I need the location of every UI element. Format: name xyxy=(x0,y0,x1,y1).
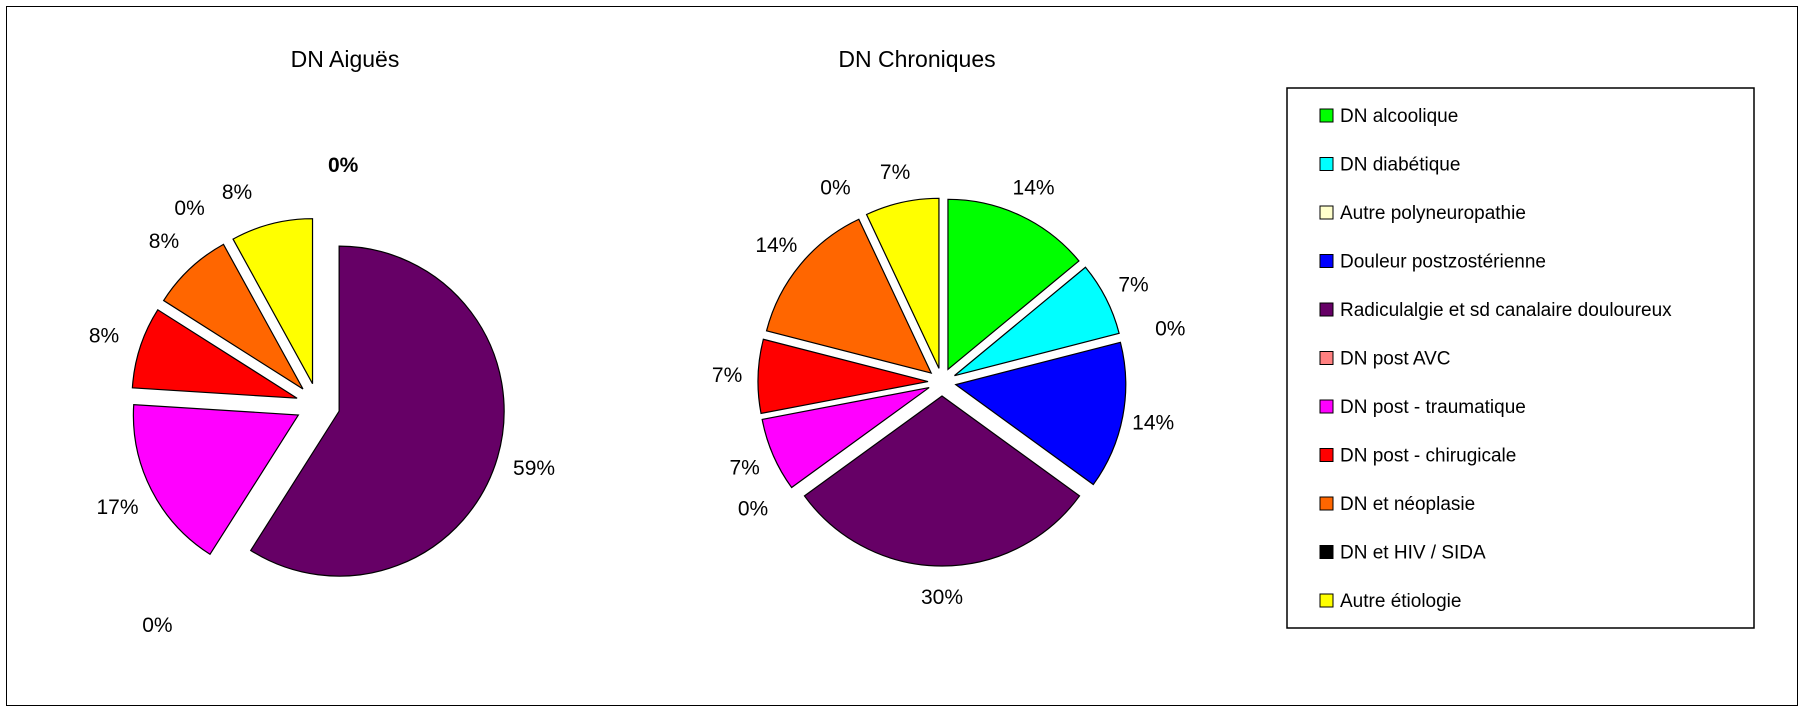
pie-chroniques-slice-dn-alcoolique xyxy=(947,198,1080,371)
pie-aigues-label-dn-et-n-oplasie: 8% xyxy=(149,230,179,253)
legend-swatch-dn-alcoolique xyxy=(1319,108,1334,123)
pie-chroniques-slice-dn-post-traumatique xyxy=(761,386,930,489)
pie-chroniques-label-dn-post-chirugicale: 7% xyxy=(712,364,742,387)
legend-swatch-radiculalgie-et-sd-canalaire-douloureux xyxy=(1319,302,1334,317)
legend-swatch-dn-et-hiv-sida xyxy=(1319,545,1334,559)
pie-aigues-label-radiculalgie-et-sd-canalaire-douloureux: 59% xyxy=(513,457,555,480)
legend-swatch-dn-et-n-oplasie xyxy=(1319,496,1334,511)
pie-chroniques-slice-douleur-postzost-rienne xyxy=(954,341,1127,486)
pie-aigues-label-dn-post-traumatique: 17% xyxy=(97,496,139,519)
legend: DN alcoolique DN diabétique Autre polyneur… xyxy=(1286,87,1755,629)
pie-aigues-slice-dn-et-n-oplasie xyxy=(162,243,304,390)
pie-chroniques-slice-radiculalgie-et-sd-canalaire-douloureux xyxy=(803,395,1081,567)
legend-box xyxy=(1286,87,1755,629)
pie-chroniques-label-dn-et-n-oplasie: 14% xyxy=(755,234,797,257)
legend-label-dn-post-chirugicale: DN post - chirugicale xyxy=(1340,446,1516,467)
pie-aigues: 59% 0% 17% 8% 8% 0% 8% xyxy=(89,181,555,637)
pie-chroniques-label-autre-tiologie: 7% xyxy=(880,161,910,184)
legend-swatch-dn-post-chirugicale xyxy=(1319,448,1334,462)
pie-chroniques-label-dn-post-avc: 0% xyxy=(738,497,768,520)
legend-swatch-douleur-postzost-rienne xyxy=(1319,254,1334,268)
pie-title-chroniques: DN Chroniques xyxy=(838,46,995,72)
legend-swatch-dn-diab-tique xyxy=(1319,157,1334,171)
pie-aigues-slice-dn-post-chirugicale xyxy=(131,308,298,399)
pie-chroniques-label-dn-diab-tique: 7% xyxy=(1118,273,1148,296)
legend-label-dn-post-avc: DN post AVC xyxy=(1340,349,1451,370)
pie-chroniques-label-douleur-postzost-rienne: 14% xyxy=(1132,411,1174,434)
pie-chroniques-label-autre-polyneuropathie: 0% xyxy=(1155,318,1185,341)
pie-chroniques: 14% 7% 0% 14% 30% 0% 7% 7% 14% 0% 7% xyxy=(712,161,1185,609)
pie-aigues-extra-label: 0% xyxy=(328,154,359,177)
legend-label-autre-tiologie: Autre étiologie xyxy=(1340,591,1461,612)
pie-chroniques-slice-dn-diab-tique xyxy=(954,266,1120,377)
pie-aigues-label-dn-post-avc: 0% xyxy=(142,614,172,637)
pie-chroniques-slice-autre-tiologie xyxy=(865,197,940,369)
pie-aigues-label-dn-post-chirugicale: 8% xyxy=(89,324,119,347)
legend-swatch-autre-tiologie xyxy=(1319,593,1334,608)
pie-aigues-slice-radiculalgie-et-sd-canalaire-douloureux xyxy=(249,245,505,577)
legend-label-dn-et-n-oplasie: DN et néoplasie xyxy=(1340,494,1475,515)
legend-label-dn-alcoolique: DN alcoolique xyxy=(1340,106,1458,127)
legend-swatch-autre-polyneuropathie xyxy=(1319,205,1334,220)
pie-aigues-slice-dn-post-traumatique xyxy=(132,403,300,556)
legend-label-dn-post-traumatique: DN post - traumatique xyxy=(1340,397,1526,418)
pie-aigues-slice-autre-tiologie xyxy=(232,218,314,384)
pie-chroniques-slice-dn-post-chirugicale xyxy=(757,338,929,415)
pie-chroniques-label-radiculalgie-et-sd-canalaire-douloureux: 30% xyxy=(921,586,963,609)
pie-chroniques-label-dn-et-hiv-sida: 0% xyxy=(820,176,850,199)
pie-aigues-label-dn-et-hiv-sida: 0% xyxy=(174,197,204,220)
legend-swatch-dn-post-traumatique xyxy=(1319,399,1334,414)
pie-chroniques-label-dn-alcoolique: 14% xyxy=(1013,176,1055,199)
legend-label-dn-diab-tique: DN diabétique xyxy=(1340,155,1460,176)
legend-label-douleur-postzost-rienne: Douleur postzostérienne xyxy=(1340,252,1546,273)
legend-swatch-dn-post-avc xyxy=(1319,351,1334,365)
pie-title-aigues: DN Aiguës xyxy=(291,46,400,72)
legend-label-radiculalgie-et-sd-canalaire-douloureux: Radiculalgie et sd canalaire douloureux xyxy=(1340,300,1672,321)
pie-chroniques-slice-dn-et-n-oplasie xyxy=(765,218,933,374)
pie-aigues-label-autre-tiologie: 8% xyxy=(222,181,252,204)
legend-label-dn-et-hiv-sida: DN et HIV / SIDA xyxy=(1340,543,1486,564)
legend-label-autre-polyneuropathie: Autre polyneuropathie xyxy=(1340,203,1526,224)
pie-chroniques-label-dn-post-traumatique: 7% xyxy=(730,456,760,479)
